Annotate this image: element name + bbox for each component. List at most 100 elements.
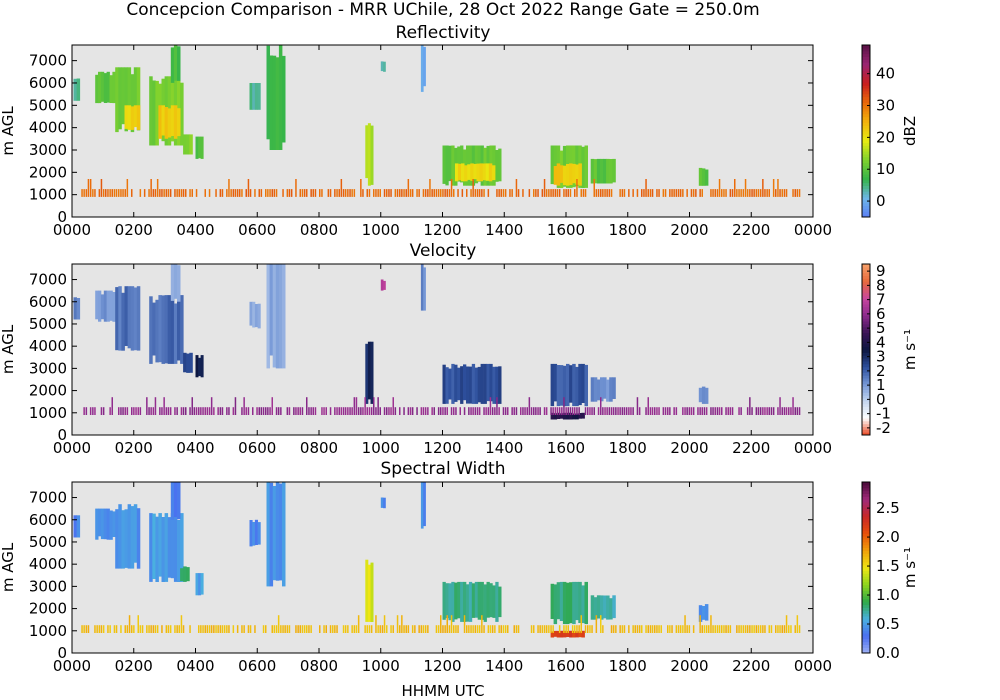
band-segment [580,189,582,197]
band-segment [85,189,88,197]
band-segment [126,179,129,197]
colorbar-segment [862,417,870,422]
band-segment [193,407,196,415]
data-cell [559,581,564,621]
band-segment [247,625,250,633]
band-segment [195,189,198,197]
colorbar-segment [862,527,870,531]
band-segment [198,625,200,633]
band-segment [407,625,410,633]
band-segment [390,625,392,633]
colorbar-segment [862,298,870,302]
colorbar-segment [862,136,870,141]
band-segment [729,407,732,415]
data-cell [112,511,116,537]
band-segment [191,397,193,415]
data-cell [575,164,579,185]
band-segment [485,407,487,415]
band-segment [742,625,745,633]
band-segment [509,189,511,197]
band-segment [444,407,446,415]
band-segment [565,625,567,633]
colorbar-segment [862,96,870,100]
data-cell [448,145,452,182]
band-segment [152,625,155,633]
data-cell [198,136,202,159]
y-tick-label: 0 [57,208,67,226]
band-segment [610,625,613,633]
band-segment [383,189,386,197]
colorbar-tick-label: 2.5 [876,499,900,517]
band-segment [563,397,565,415]
data-cell [109,290,113,321]
data-cell [170,105,175,136]
band-segment [299,189,301,197]
band-segment [615,407,617,415]
data-cell [161,105,165,136]
colorbar-segment [862,133,870,138]
colorbar-segment [862,346,870,350]
data-cell [612,595,616,619]
band-segment [775,625,777,633]
band-segment [753,189,755,197]
band-segment [329,407,332,415]
x-tick-label: 0400 [176,439,214,457]
band-segment [338,407,340,415]
band-segment [424,625,427,633]
band-segment [113,625,116,633]
colorbar-segment [862,76,870,80]
data-cell [183,566,187,582]
band-segment [329,189,332,197]
band-segment [386,407,388,415]
band-segment [714,189,716,197]
band-segment [325,407,327,415]
band-segment [749,189,751,197]
band-segment [308,625,310,633]
colorbar-segment [862,547,870,551]
data-cell [121,292,125,351]
panel-title: Spectral Width [381,459,506,479]
band-segment [182,625,185,633]
band-segment [768,189,770,197]
band-segment [219,189,222,197]
colorbar-segment [862,573,870,577]
band-segment [360,179,362,197]
band-segment [489,397,492,415]
band-segment [567,625,569,633]
band-segment [241,625,243,633]
band-segment [632,407,634,415]
plot-area [72,45,813,217]
colorbar-segment [862,93,870,98]
data-cell [183,352,187,373]
data-cell [112,292,116,322]
band-segment [785,615,788,633]
band-segment [768,625,770,633]
band-segment [645,179,647,197]
data-cell [704,387,709,404]
colorbar-segment [862,65,870,69]
band-segment [502,407,505,415]
data-cell [553,363,558,402]
colorbar-tick-label: 2.0 [876,528,900,546]
band-segment [368,407,371,415]
data-cell [121,67,125,125]
band-segment [120,407,122,415]
colorbar-segment [862,487,870,492]
colorbar-tick-label: -2 [876,419,891,437]
data-cell [180,568,184,582]
data-cell [272,264,277,368]
data-cell [127,105,132,130]
band-segment [779,397,781,415]
data-cells [73,45,709,188]
band-segment [474,189,477,197]
data-cell [448,368,452,400]
band-segment [699,189,701,197]
band-segment [143,189,146,197]
band-segment [165,625,168,633]
band-segment [563,189,565,197]
band-segment [208,189,211,197]
colorbar-segment [862,128,870,132]
colorbar-segment [862,521,870,526]
data-cell [252,83,256,110]
band-segment [688,407,691,415]
